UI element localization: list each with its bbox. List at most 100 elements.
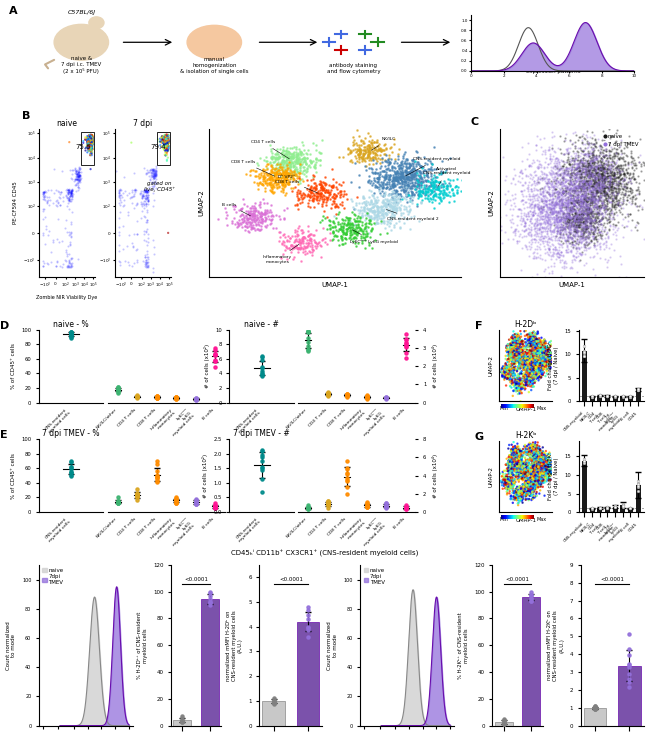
Point	[512, 336, 523, 348]
Point	[355, 205, 365, 216]
Point	[536, 349, 546, 361]
Point	[499, 476, 510, 488]
Point	[601, 143, 611, 155]
Point	[450, 180, 461, 192]
Point	[523, 470, 533, 482]
Point	[83, 131, 94, 143]
Point	[593, 197, 603, 209]
Point	[331, 224, 341, 236]
Point	[294, 236, 305, 248]
Point	[161, 137, 172, 149]
Point	[591, 188, 601, 199]
Point	[505, 359, 515, 371]
Point	[597, 212, 607, 224]
Text: 75.6: 75.6	[75, 144, 90, 150]
Point	[161, 133, 171, 145]
Point	[543, 202, 554, 213]
Point	[512, 372, 522, 384]
Point	[257, 213, 267, 224]
Point	[546, 468, 556, 479]
Point	[158, 132, 168, 144]
Point	[429, 163, 439, 174]
Point	[381, 501, 391, 513]
Point	[112, 495, 123, 507]
Point	[361, 389, 372, 401]
Point	[505, 347, 515, 358]
Point	[86, 133, 96, 144]
Point	[615, 162, 625, 174]
Point	[536, 450, 547, 462]
Point	[515, 338, 525, 350]
Point	[508, 359, 519, 371]
Point	[517, 460, 528, 472]
Point	[534, 375, 544, 386]
Point	[518, 194, 528, 206]
Point	[132, 254, 142, 266]
Point	[577, 185, 588, 196]
Point	[581, 212, 592, 224]
Point	[253, 216, 263, 228]
Point	[528, 480, 539, 492]
Point	[574, 216, 584, 227]
Point	[585, 174, 595, 186]
Point	[381, 501, 391, 512]
Point	[585, 155, 595, 167]
Point	[586, 199, 596, 210]
Point	[625, 502, 636, 514]
Point	[320, 191, 331, 202]
Point	[582, 175, 592, 187]
Point	[564, 183, 575, 195]
Point	[42, 185, 53, 196]
Point	[86, 133, 97, 145]
Point	[328, 190, 338, 202]
Point	[534, 458, 544, 470]
Point	[595, 218, 606, 230]
Point	[534, 352, 545, 364]
Point	[162, 137, 172, 149]
Point	[159, 135, 170, 147]
Point	[408, 169, 419, 180]
Point	[507, 473, 517, 485]
Point	[587, 183, 597, 194]
Point	[554, 201, 564, 213]
Point	[505, 349, 515, 361]
Point	[367, 243, 378, 254]
Point	[554, 188, 564, 199]
Point	[526, 457, 537, 469]
Point	[516, 356, 526, 368]
Point	[86, 133, 96, 144]
Point	[161, 133, 172, 144]
Point	[507, 345, 517, 356]
Point	[511, 336, 521, 347]
Point	[356, 219, 367, 231]
Point	[361, 391, 372, 403]
Point	[303, 502, 313, 514]
Point	[572, 190, 582, 202]
Point	[588, 141, 599, 153]
Point	[532, 345, 543, 357]
Point	[161, 134, 171, 146]
Point	[530, 457, 540, 469]
Point	[538, 358, 548, 370]
Point	[390, 153, 400, 165]
Point	[281, 177, 292, 188]
Point	[538, 232, 549, 244]
Point	[162, 133, 172, 144]
Point	[583, 174, 593, 186]
Point	[579, 457, 590, 469]
Point	[213, 213, 224, 225]
Point	[625, 207, 636, 219]
Point	[160, 133, 170, 145]
Point	[514, 463, 524, 474]
Point	[504, 364, 514, 376]
Point	[355, 223, 365, 235]
Point	[285, 239, 296, 251]
Point	[273, 152, 283, 164]
Point	[532, 251, 543, 263]
Point	[512, 343, 522, 355]
Point	[424, 182, 434, 194]
Point	[523, 219, 534, 231]
Point	[508, 475, 518, 487]
Point	[604, 177, 615, 188]
Point	[564, 170, 575, 182]
